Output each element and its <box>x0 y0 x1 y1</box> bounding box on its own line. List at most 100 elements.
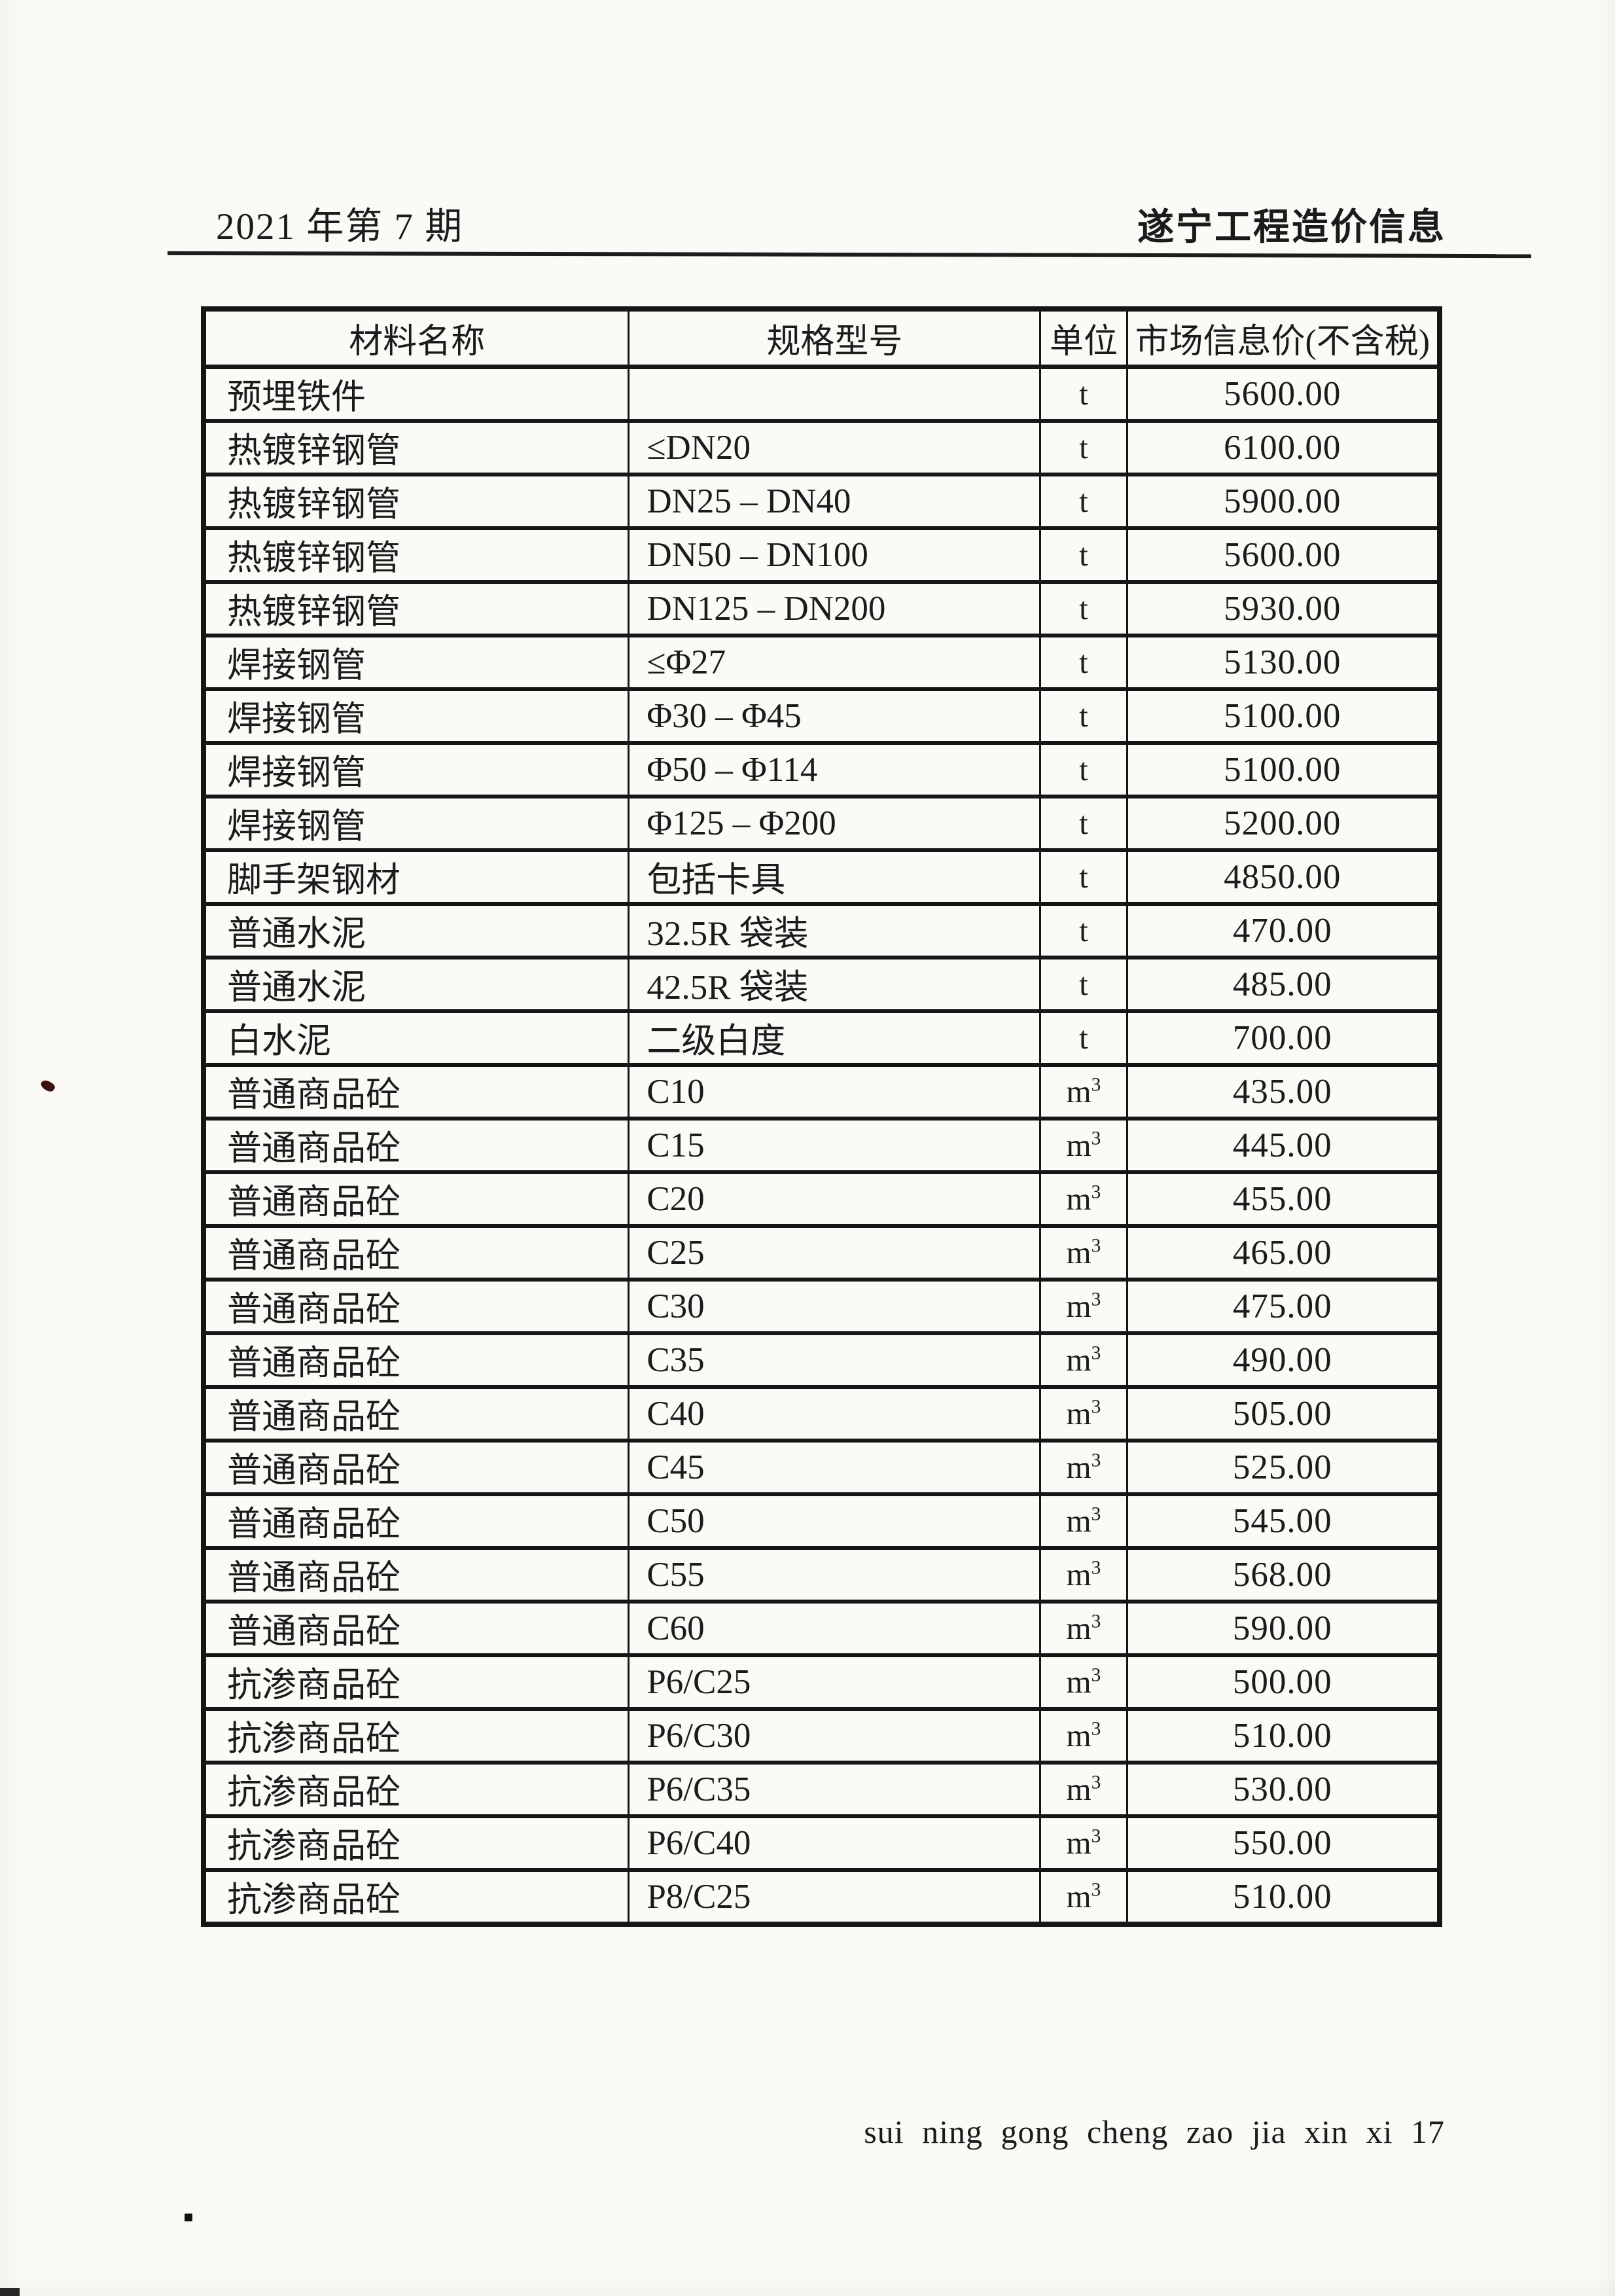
cell-market-price: 5600.00 <box>1126 526 1441 584</box>
cell-spec-model: C45 <box>628 1438 1042 1496</box>
table-row: 热镀锌钢管 DN25 – DN40 t 5900.00 <box>202 472 1441 530</box>
cell-unit: t <box>1039 633 1128 691</box>
column-header-market-price: 市场信息价(不含税) <box>1126 306 1441 369</box>
cell-unit: m3 <box>1039 1331 1128 1389</box>
cell-spec-model: P8/C25 <box>628 1867 1042 1926</box>
table-row: 普通商品砼 C25 m3 465.00 <box>202 1223 1441 1282</box>
table-row: 焊接钢管 Φ125 – Φ200 t 5200.00 <box>202 794 1441 852</box>
cell-unit: m3 <box>1039 1599 1128 1657</box>
table-row: 普通商品砼 C40 m3 505.00 <box>202 1384 1441 1443</box>
cell-spec-model: Φ50 – Φ114 <box>628 740 1042 798</box>
cell-unit: t <box>1039 794 1128 852</box>
table-row: 普通商品砼 C55 m3 568.00 <box>202 1545 1441 1604</box>
cell-unit: t <box>1039 955 1128 1013</box>
cell-material-name: 普通商品砼 <box>202 1170 630 1228</box>
cell-unit: m3 <box>1039 1062 1128 1121</box>
cell-spec-model: C10 <box>628 1062 1042 1121</box>
cell-spec-model: C55 <box>628 1545 1042 1604</box>
cell-unit: m3 <box>1039 1653 1128 1711</box>
cell-material-name: 热镀锌钢管 <box>202 579 630 637</box>
cell-spec-model: C40 <box>628 1384 1042 1443</box>
cell-market-price: 4850.00 <box>1126 848 1441 906</box>
cell-material-name: 普通水泥 <box>202 901 630 960</box>
cell-market-price: 568.00 <box>1126 1545 1441 1604</box>
table-row: 普通商品砼 C10 m3 435.00 <box>202 1062 1441 1121</box>
cell-material-name: 普通商品砼 <box>202 1277 630 1335</box>
cell-market-price: 550.00 <box>1126 1814 1441 1872</box>
table-row: 热镀锌钢管 DN125 – DN200 t 5930.00 <box>202 579 1441 637</box>
cell-material-name: 脚手架钢材 <box>202 848 630 906</box>
cell-material-name: 焊接钢管 <box>202 794 630 852</box>
cell-spec-model: P6/C40 <box>628 1814 1042 1872</box>
table-row: 普通商品砼 C20 m3 455.00 <box>202 1170 1441 1228</box>
table-row: 抗渗商品砼 P6/C40 m3 550.00 <box>202 1814 1441 1872</box>
table-row: 抗渗商品砼 P8/C25 m3 510.00 <box>202 1867 1441 1926</box>
table-row: 热镀锌钢管 ≤DN20 t 6100.00 <box>202 418 1441 476</box>
cell-unit: m3 <box>1039 1170 1128 1228</box>
table-row: 普通商品砼 C60 m3 590.00 <box>202 1599 1441 1657</box>
cell-spec-model: C30 <box>628 1277 1042 1335</box>
cell-spec-model: ≤DN20 <box>628 418 1042 476</box>
table-row: 焊接钢管 ≤Φ27 t 5130.00 <box>202 633 1441 691</box>
cell-material-name: 抗渗商品砼 <box>202 1760 630 1818</box>
cell-spec-model: P6/C25 <box>628 1653 1042 1711</box>
cell-material-name: 普通商品砼 <box>202 1223 630 1282</box>
cell-unit: t <box>1039 579 1128 637</box>
table-row: 焊接钢管 Φ50 – Φ114 t 5100.00 <box>202 740 1441 798</box>
cell-market-price: 5200.00 <box>1126 794 1441 852</box>
cell-spec-model: 二级白度 <box>628 1009 1042 1067</box>
cell-unit: m3 <box>1039 1492 1128 1550</box>
table-row: 普通商品砼 C15 m3 445.00 <box>202 1116 1441 1174</box>
cell-material-name: 普通水泥 <box>202 955 630 1013</box>
cell-material-name: 热镀锌钢管 <box>202 526 630 584</box>
cell-market-price: 445.00 <box>1126 1116 1441 1174</box>
cell-market-price: 545.00 <box>1126 1492 1441 1550</box>
materials-price-table-wrap: 材料名称 规格型号 单位 市场信息价(不含税) 预埋铁件 t 5600.00 热镀锌钢… <box>201 306 1442 1927</box>
cell-material-name: 抗渗商品砼 <box>202 1706 630 1765</box>
table-row: 普通商品砼 C45 m3 525.00 <box>202 1438 1441 1496</box>
materials-table-body: 预埋铁件 t 5600.00 热镀锌钢管 ≤DN20 t 6100.00 热镀锌钢管 DN25 … <box>202 365 1441 1926</box>
cell-market-price: 590.00 <box>1126 1599 1441 1657</box>
cell-unit: m3 <box>1039 1760 1128 1818</box>
cell-material-name: 抗渗商品砼 <box>202 1653 630 1711</box>
table-row: 抗渗商品砼 P6/C25 m3 500.00 <box>202 1653 1441 1711</box>
cell-material-name: 热镀锌钢管 <box>202 418 630 476</box>
cell-material-name: 抗渗商品砼 <box>202 1867 630 1926</box>
cell-material-name: 普通商品砼 <box>202 1384 630 1443</box>
cell-spec-model: DN50 – DN100 <box>628 526 1042 584</box>
cell-unit: t <box>1039 901 1128 960</box>
table-row: 普通水泥 42.5R 袋装 t 485.00 <box>202 955 1441 1013</box>
cell-market-price: 5600.00 <box>1126 365 1441 423</box>
issue-label: 2021 年第 7 期 <box>216 206 464 247</box>
table-row: 抗渗商品砼 P6/C35 m3 530.00 <box>202 1760 1441 1818</box>
cell-market-price: 5100.00 <box>1126 687 1441 745</box>
cell-market-price: 455.00 <box>1126 1170 1441 1228</box>
table-row: 普通水泥 32.5R 袋装 t 470.00 <box>202 901 1441 960</box>
table-row: 普通商品砼 C35 m3 490.00 <box>202 1331 1441 1389</box>
scan-speck <box>39 1078 57 1094</box>
cell-spec-model: DN25 – DN40 <box>628 472 1042 530</box>
cell-unit: t <box>1039 365 1128 423</box>
cell-spec-model: C20 <box>628 1170 1042 1228</box>
table-header-row: 材料名称 规格型号 单位 市场信息价(不含税) <box>202 306 1441 369</box>
cell-market-price: 510.00 <box>1126 1867 1441 1926</box>
cell-unit: t <box>1039 418 1128 476</box>
cell-market-price: 5930.00 <box>1126 579 1441 637</box>
table-row: 普通商品砼 C30 m3 475.00 <box>202 1277 1441 1335</box>
cell-market-price: 510.00 <box>1126 1706 1441 1765</box>
cell-market-price: 5130.00 <box>1126 633 1441 691</box>
cell-material-name: 热镀锌钢管 <box>202 472 630 530</box>
cell-spec-model: 42.5R 袋装 <box>628 955 1042 1013</box>
cell-spec-model: P6/C35 <box>628 1760 1042 1818</box>
cell-unit: t <box>1039 848 1128 906</box>
cell-unit: m3 <box>1039 1277 1128 1335</box>
cell-material-name: 普通商品砼 <box>202 1599 630 1657</box>
cell-market-price: 435.00 <box>1126 1062 1441 1121</box>
cell-material-name: 普通商品砼 <box>202 1331 630 1389</box>
cell-material-name: 抗渗商品砼 <box>202 1814 630 1872</box>
page-footer-pinyin: sui ning gong cheng zao jia xin xi 17 <box>864 2113 1445 2150</box>
column-header-spec-model: 规格型号 <box>628 306 1042 369</box>
cell-spec-model: C60 <box>628 1599 1042 1657</box>
scan-edge-artifact <box>0 2288 20 2296</box>
